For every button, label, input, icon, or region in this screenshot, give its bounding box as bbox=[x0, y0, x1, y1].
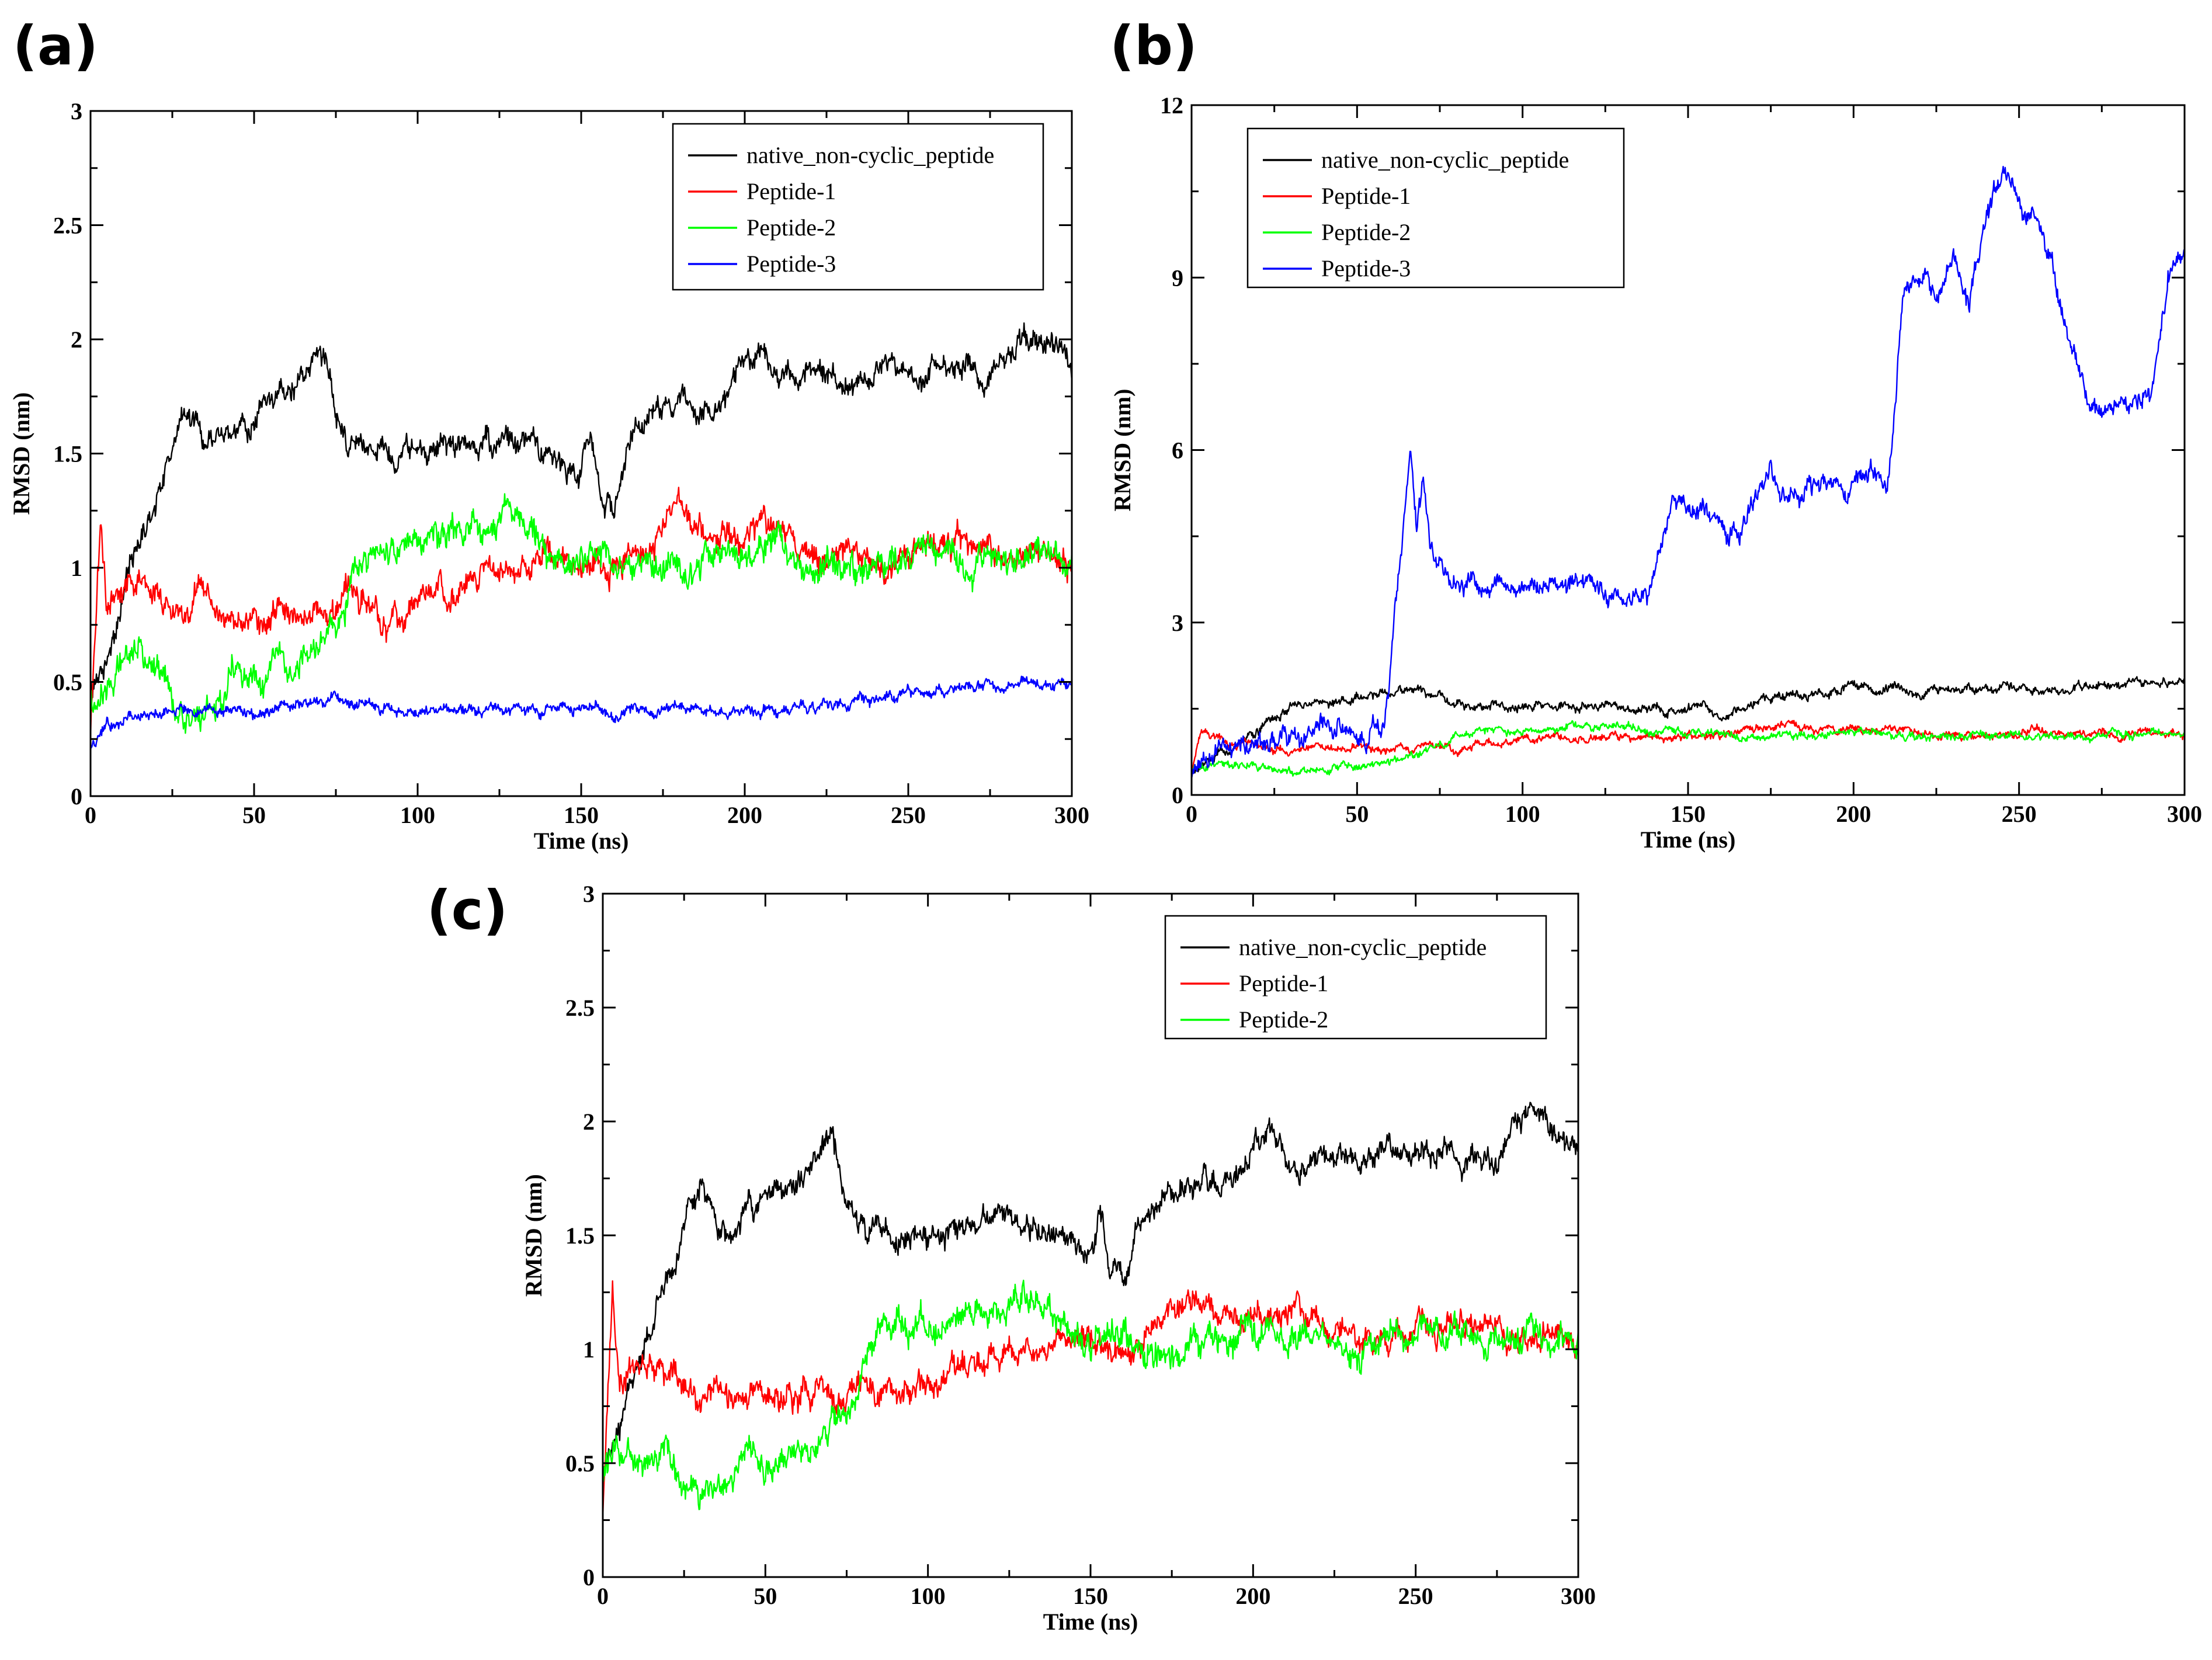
x-tick-label: 250 bbox=[891, 802, 926, 828]
x-axis-title: Time (ns) bbox=[1043, 1609, 1138, 1635]
y-tick-label: 1 bbox=[583, 1336, 595, 1363]
series-line-native-non-cyclic-peptide bbox=[91, 322, 1072, 699]
panel-label: (b) bbox=[1110, 15, 1197, 77]
legend-label: Peptide-3 bbox=[746, 251, 836, 277]
y-tick-label: 3 bbox=[71, 98, 82, 124]
legend-label: native_non-cyclic_peptide bbox=[1239, 934, 1487, 960]
legend-label: Peptide-2 bbox=[1321, 219, 1411, 245]
y-axis-title: RMSD (nm) bbox=[8, 393, 34, 515]
series-line-peptide-1 bbox=[91, 487, 1072, 738]
x-tick-label: 50 bbox=[242, 802, 266, 828]
x-tick-label: 300 bbox=[1561, 1583, 1596, 1609]
x-tick-label: 150 bbox=[1671, 801, 1706, 827]
x-tick-label: 300 bbox=[2167, 801, 2202, 827]
y-tick-label: 0 bbox=[71, 783, 82, 810]
legend-label: native_non-cyclic_peptide bbox=[1321, 147, 1569, 173]
x-tick-label: 150 bbox=[1073, 1583, 1108, 1609]
x-tick-label: 200 bbox=[1235, 1583, 1270, 1609]
legend-label: Peptide-2 bbox=[746, 214, 836, 241]
x-axis-title: Time (ns) bbox=[534, 828, 629, 854]
y-tick-label: 1.5 bbox=[565, 1223, 595, 1249]
series-group bbox=[1192, 165, 2185, 779]
legend-label: Peptide-1 bbox=[746, 178, 836, 204]
y-tick-label: 0 bbox=[583, 1564, 595, 1590]
legend: native_non-cyclic_peptide Peptide-1 Peptid… bbox=[672, 123, 1044, 291]
x-tick-label: 250 bbox=[1398, 1583, 1433, 1609]
x-tick-label: 100 bbox=[911, 1583, 946, 1609]
legend-box bbox=[672, 123, 1044, 291]
series-line-native-non-cyclic-peptide bbox=[1192, 676, 2185, 774]
y-axis-title: RMSD (nm) bbox=[1109, 389, 1135, 512]
x-tick-label: 50 bbox=[1345, 801, 1369, 827]
y-tick-label: 6 bbox=[1172, 437, 1183, 464]
series-line-peptide-3 bbox=[1192, 165, 2185, 779]
panel-label: (a) bbox=[13, 15, 98, 77]
legend-label: Peptide-1 bbox=[1239, 970, 1328, 996]
series-line-peptide-2 bbox=[603, 1279, 1578, 1510]
x-axis-title: Time (ns) bbox=[1641, 826, 1736, 853]
y-tick-label: 2.5 bbox=[565, 995, 595, 1021]
y-axis-title: RMSD (nm) bbox=[520, 1174, 547, 1297]
x-tick-label: 250 bbox=[2002, 801, 2037, 827]
y-tick-label: 2 bbox=[583, 1109, 595, 1135]
series-line-peptide-1 bbox=[1192, 720, 2185, 770]
x-tick-label: 0 bbox=[1186, 801, 1197, 827]
legend-label: Peptide-3 bbox=[1321, 255, 1411, 282]
y-tick-label: 3 bbox=[1172, 610, 1183, 636]
y-tick-label: 0.5 bbox=[565, 1450, 595, 1477]
series-line-peptide-3 bbox=[91, 675, 1072, 751]
panel-b: (b) 0 50 100 150 200 250 300 0 3 6 9 12 Time (ns) RMSD… bbox=[1109, 15, 2202, 853]
series-line-peptide-2 bbox=[1192, 720, 2185, 777]
x-tick-label: 150 bbox=[564, 802, 599, 828]
legend-label: Peptide-2 bbox=[1239, 1006, 1328, 1033]
y-tick-label: 12 bbox=[1160, 92, 1183, 119]
legend-box bbox=[1246, 127, 1625, 289]
legend-box bbox=[1164, 915, 1547, 1040]
y-tick-label: 0.5 bbox=[53, 669, 82, 696]
y-tick-label: 0 bbox=[1172, 782, 1183, 808]
legend-label: native_non-cyclic_peptide bbox=[746, 142, 994, 168]
legend-label: Peptide-1 bbox=[1321, 183, 1411, 209]
x-tick-label: 50 bbox=[753, 1583, 777, 1609]
legend: native_non-cyclic_peptide Peptide-1 Peptid… bbox=[1246, 127, 1625, 289]
panel-a: (a) 0 50 100 150 200 250 300 0 0.5 1 1.5 2 2.5 3 Time (… bbox=[8, 15, 1089, 854]
x-tick-label: 0 bbox=[85, 802, 96, 828]
x-tick-label: 100 bbox=[400, 802, 435, 828]
x-tick-label: 200 bbox=[1836, 801, 1871, 827]
series-group bbox=[603, 1102, 1578, 1518]
series-line-native-non-cyclic-peptide bbox=[603, 1102, 1578, 1477]
y-tick-label: 2 bbox=[71, 327, 82, 353]
x-tick-label: 0 bbox=[597, 1583, 609, 1609]
x-tick-label: 200 bbox=[727, 802, 762, 828]
y-tick-label: 9 bbox=[1172, 265, 1183, 291]
panel-label: (c) bbox=[427, 879, 508, 942]
y-tick-label: 2.5 bbox=[53, 213, 82, 239]
series-line-peptide-2 bbox=[91, 493, 1072, 734]
legend: native_non-cyclic_peptide Peptide-1 Peptid… bbox=[1164, 915, 1547, 1040]
series-group bbox=[91, 322, 1072, 751]
x-tick-label: 100 bbox=[1505, 801, 1540, 827]
y-tick-label: 3 bbox=[583, 881, 595, 907]
y-tick-label: 1 bbox=[71, 555, 82, 581]
panel-c: (c) 0 50 100 150 200 250 300 0 0.5 1 1.5 2 2.5 3 Time (… bbox=[427, 879, 1596, 1635]
x-tick-label: 300 bbox=[1054, 802, 1089, 828]
y-tick-label: 1.5 bbox=[53, 441, 82, 467]
